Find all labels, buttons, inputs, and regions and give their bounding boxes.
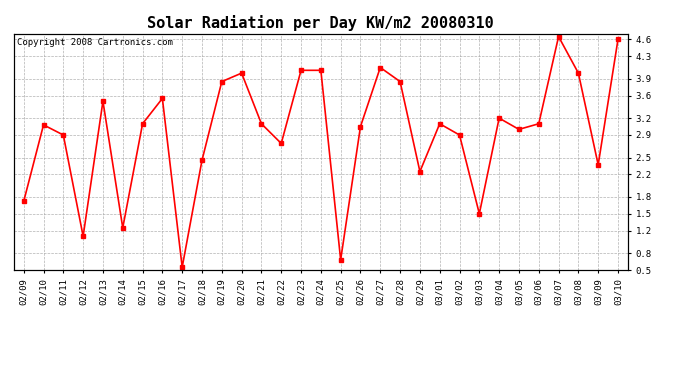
Title: Solar Radiation per Day KW/m2 20080310: Solar Radiation per Day KW/m2 20080310: [148, 15, 494, 31]
Text: Copyright 2008 Cartronics.com: Copyright 2008 Cartronics.com: [17, 39, 172, 48]
